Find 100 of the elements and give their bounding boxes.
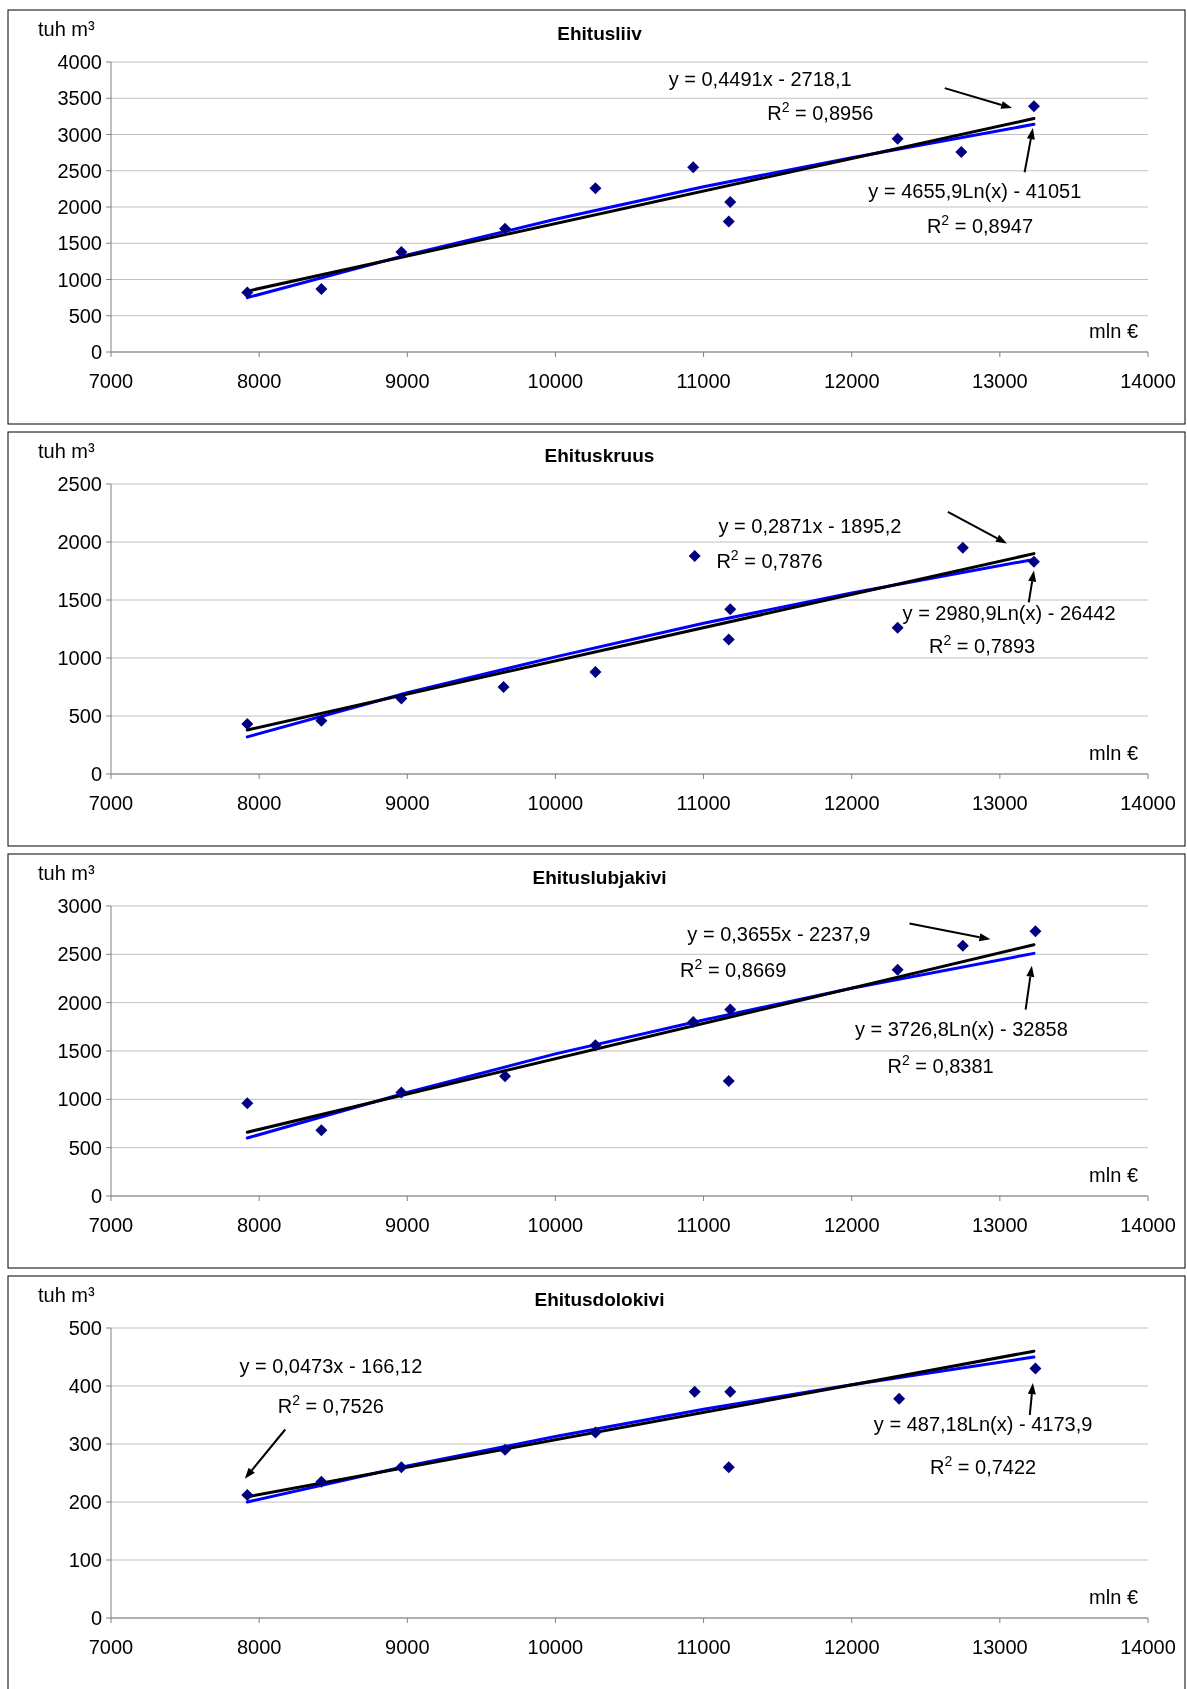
- point: [893, 1392, 906, 1405]
- point: [241, 286, 254, 299]
- x-tick-label: 9000: [385, 1214, 430, 1236]
- y-axis-title: tuh m³: [38, 1284, 96, 1306]
- y-tick-label: 3500: [57, 87, 102, 110]
- x-tick-label: 7000: [88, 1214, 134, 1236]
- point: [688, 1385, 701, 1398]
- point: [891, 963, 904, 976]
- point: [241, 718, 254, 731]
- point: [724, 1385, 737, 1398]
- x-tick-label: 8000: [236, 1214, 282, 1236]
- y-tick-label: 1000: [57, 1088, 102, 1111]
- point: [499, 222, 512, 235]
- annotation: R$^{2}$ = 0,7526: [277, 1392, 384, 1418]
- y-tick-label: 0: [90, 341, 102, 363]
- y-tick-label: 500: [68, 1136, 102, 1159]
- point: [687, 1016, 700, 1028]
- annotation: y = 487,18Ln(x) - 4173,9: [873, 1412, 1093, 1435]
- x-tick-label: 10000: [527, 1636, 584, 1658]
- point: [315, 714, 328, 727]
- x-tick-label: 11000: [676, 792, 731, 814]
- x-tick-label: 13000: [972, 1214, 1028, 1236]
- annotation: R$^{2}$ = 0,8669: [680, 955, 787, 981]
- point: [315, 1124, 328, 1137]
- point: [241, 1489, 254, 1502]
- point: [891, 132, 904, 145]
- x-tick-label: 7000: [88, 370, 134, 392]
- chart-title: Ehituskruus: [544, 445, 655, 466]
- y-tick-label: 0: [90, 763, 102, 785]
- point: [724, 603, 737, 616]
- x-tick-label: 12000: [823, 792, 880, 814]
- x-tick-label: 14000: [1120, 1636, 1176, 1658]
- y-axis-title: tuh m³: [38, 440, 96, 462]
- x-axis-title: mln €: [1089, 1586, 1138, 1608]
- x-tick-label: 8000: [236, 370, 282, 392]
- x-tick-label: 14000: [1120, 370, 1176, 392]
- y-tick-label: 1000: [57, 647, 102, 669]
- annotation: y = 2980,9Ln(x) - 26442: [902, 602, 1116, 625]
- annotation: R$^{2}$ = 0,7893: [928, 632, 1036, 658]
- x-tick-label: 12000: [823, 1636, 880, 1658]
- x-tick-label: 12000: [823, 370, 880, 392]
- x-tick-label: 14000: [1120, 792, 1176, 814]
- x-tick-label: 12000: [823, 1214, 880, 1236]
- y-tick-label: 1000: [57, 268, 102, 291]
- y-axis-title: tuh m³: [38, 18, 96, 40]
- y-tick-label: 1500: [57, 1040, 102, 1062]
- x-tick-label: 13000: [972, 370, 1028, 392]
- x-tick-label: 8000: [236, 792, 282, 814]
- point: [687, 161, 700, 174]
- x-tick-label: 13000: [972, 1636, 1028, 1658]
- y-tick-label: 2000: [57, 991, 102, 1014]
- annotation: R$^{2}$ = 0,8947: [926, 211, 1034, 237]
- annotation: y = 3726,8Ln(x) - 32858: [854, 1017, 1068, 1040]
- point: [1027, 100, 1040, 113]
- point: [497, 681, 510, 693]
- y-tick-label: 1500: [57, 232, 102, 255]
- y-axis-title: tuh m³: [38, 862, 96, 884]
- point: [722, 633, 735, 646]
- point: [589, 665, 602, 678]
- x-tick-label: 14000: [1120, 1214, 1176, 1236]
- x-axis-title: mln €: [1089, 1164, 1138, 1186]
- annotation: R$^{2}$ = 0,7422: [930, 1453, 1037, 1479]
- point: [395, 1461, 408, 1474]
- y-tick-label: 500: [68, 1317, 102, 1339]
- x-axis-title: mln €: [1089, 320, 1138, 342]
- annotation: y = 0,2871x - 1895,2: [718, 514, 902, 537]
- x-tick-label: 11000: [676, 1214, 731, 1236]
- annotation: y = 0,3655x - 2237,9: [687, 922, 871, 945]
- y-tick-label: 3000: [57, 123, 102, 146]
- y-tick-label: 500: [68, 705, 102, 727]
- point: [499, 1070, 512, 1083]
- x-tick-label: 9000: [385, 792, 430, 814]
- point: [315, 282, 328, 295]
- x-axis-title: mln €: [1089, 742, 1138, 764]
- point: [722, 215, 735, 228]
- chart-title: Ehitusliiv: [557, 23, 643, 44]
- x-tick-label: 7000: [88, 1636, 134, 1658]
- x-tick-label: 11000: [676, 1636, 731, 1658]
- x-tick-label: 10000: [527, 792, 584, 814]
- y-tick-label: 0: [90, 1607, 102, 1629]
- x-tick-label: 7000: [88, 792, 134, 814]
- y-tick-label: 200: [68, 1491, 102, 1513]
- annotation: y = 0,4491x - 2718,1: [668, 68, 852, 91]
- x-tick-label: 10000: [527, 1214, 584, 1236]
- point: [589, 182, 602, 195]
- point: [956, 939, 969, 952]
- point: [589, 1426, 602, 1439]
- point: [395, 1086, 408, 1099]
- point: [315, 1475, 328, 1488]
- annotation: R$^{2}$ = 0,7876: [716, 546, 823, 572]
- point: [956, 541, 969, 554]
- x-tick-label: 10000: [527, 370, 584, 392]
- point: [724, 195, 737, 208]
- point: [395, 245, 408, 258]
- annotation: R$^{2}$ = 0,8956: [767, 98, 874, 124]
- x-tick-label: 8000: [236, 1636, 282, 1658]
- point: [722, 1074, 735, 1087]
- y-tick-label: 300: [68, 1433, 102, 1455]
- chart-title: Ehitusdolokivi: [534, 1289, 665, 1310]
- annotation: y = 4655,9Ln(x) - 41051: [868, 180, 1082, 203]
